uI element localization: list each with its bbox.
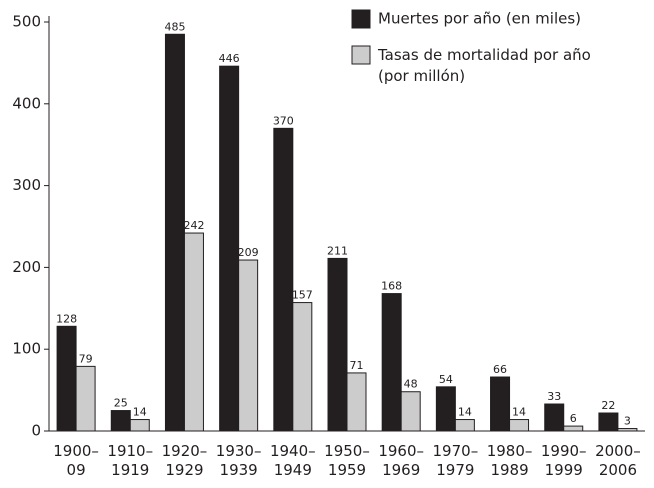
- x-tick-label: 1910– 1919: [107, 442, 153, 479]
- value-label: 14: [133, 406, 147, 419]
- bar: [164, 33, 185, 432]
- value-label: 33: [547, 390, 561, 403]
- bar: [129, 419, 150, 432]
- bar: [346, 372, 367, 432]
- y-tick-label: 400: [12, 94, 41, 112]
- x-tick-label: 1980– 1989: [487, 442, 533, 479]
- legend-label: Muertes por año (en miles): [378, 10, 581, 28]
- value-label: 66: [493, 363, 507, 376]
- value-label: 128: [56, 312, 77, 325]
- x-tick-label: 1940– 1949: [270, 442, 316, 479]
- bar: [110, 410, 131, 432]
- value-label: 79: [79, 352, 93, 365]
- x-tick-label: 1920– 1929: [162, 442, 208, 479]
- value-label: 370: [273, 114, 294, 127]
- bar: [617, 428, 638, 432]
- value-label: 54: [439, 373, 453, 386]
- value-label: 71: [350, 359, 364, 372]
- bar: [435, 386, 456, 432]
- bar: [400, 391, 421, 432]
- bar: [381, 293, 402, 432]
- bar: [273, 127, 294, 432]
- value-label: 25: [114, 397, 128, 410]
- bar: [56, 325, 77, 432]
- bar: [490, 376, 511, 432]
- y-tick-label: 500: [12, 13, 41, 31]
- value-label: 157: [292, 289, 313, 302]
- bar: [75, 365, 96, 432]
- value-label: 6: [570, 412, 577, 425]
- value-label: 168: [381, 280, 402, 293]
- x-tick-label: 1960– 1969: [378, 442, 424, 479]
- bar: [509, 419, 530, 432]
- value-label: 22: [601, 399, 615, 412]
- bar: [454, 419, 475, 432]
- value-label: 48: [404, 378, 418, 391]
- x-tick-label: 1990– 1999: [541, 442, 587, 479]
- bar: [238, 259, 259, 432]
- value-label: 242: [183, 219, 204, 232]
- bar: [544, 403, 565, 432]
- x-tick-label: 1900– 09: [53, 442, 99, 479]
- y-tick-label: 100: [12, 340, 41, 358]
- value-label: 14: [512, 406, 526, 419]
- x-tick-label: 1970– 1979: [433, 442, 479, 479]
- value-label: 3: [624, 415, 631, 428]
- bar: [327, 257, 348, 432]
- y-tick-label: 0: [31, 422, 41, 440]
- value-label: 446: [219, 52, 240, 65]
- x-tick-label: 1930– 1939: [216, 442, 262, 479]
- bar: [292, 302, 313, 432]
- legend-swatch: [351, 9, 371, 29]
- x-tick-label: 2000– 2006: [595, 442, 641, 479]
- legend-swatch: [351, 45, 371, 65]
- bar: [183, 232, 204, 432]
- bar: [219, 65, 240, 432]
- y-tick-label: 300: [12, 176, 41, 194]
- x-tick-label: 1950– 1959: [324, 442, 370, 479]
- y-tick-label: 200: [12, 258, 41, 276]
- value-label: 14: [458, 406, 472, 419]
- bar: [563, 425, 584, 432]
- value-label: 211: [327, 244, 348, 257]
- value-label: 485: [164, 20, 185, 33]
- value-label: 209: [238, 246, 259, 259]
- bar: [598, 412, 619, 432]
- legend-label: Tasas de mortalidad por año (por millón): [377, 46, 591, 85]
